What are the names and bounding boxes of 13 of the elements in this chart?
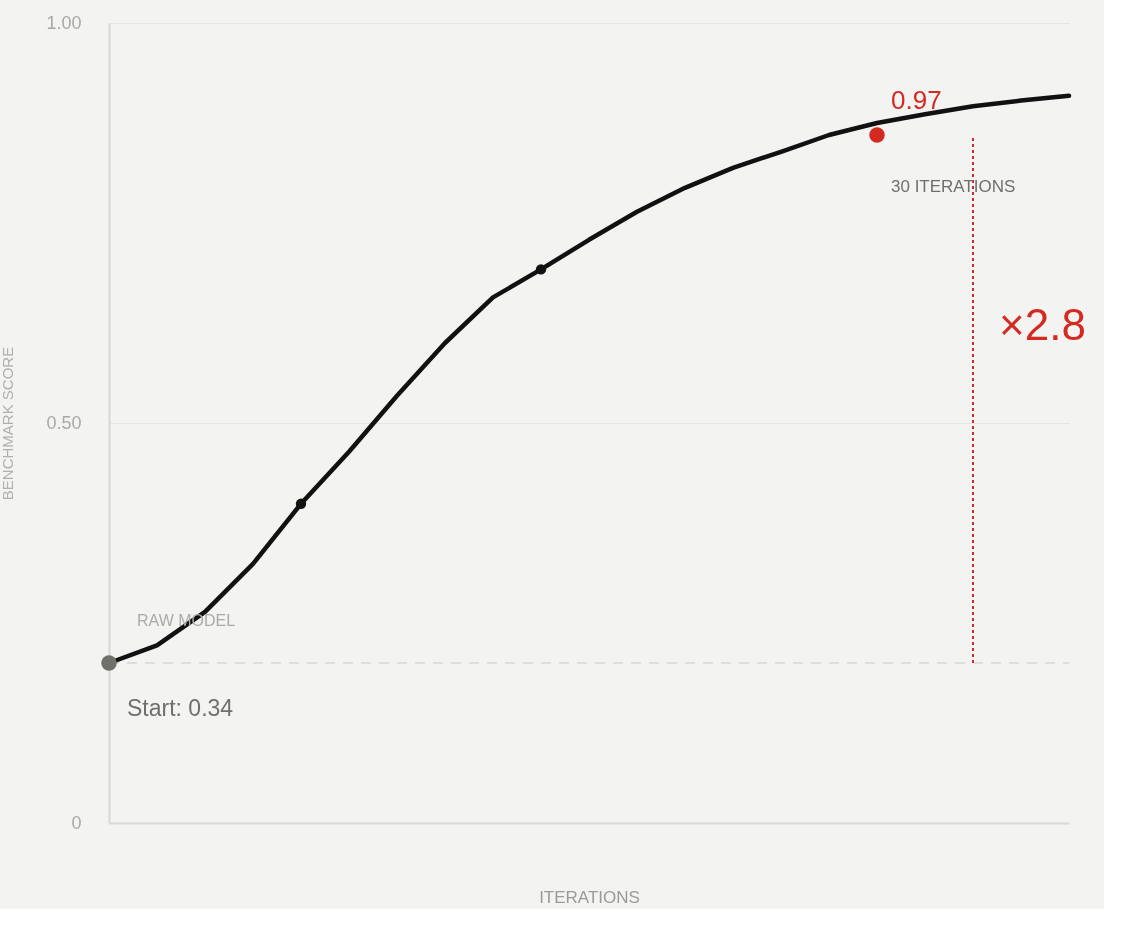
x-axis-title: ITERATIONS (539, 887, 640, 907)
y-axis-title: BENCHMARK SCORE (0, 346, 17, 501)
annotation: Start: 0.34 (127, 695, 234, 721)
annotation: 30 ITERATIONS (891, 177, 1016, 196)
point (295, 498, 307, 509)
y-tick-label: 0 (71, 812, 82, 833)
y-tick-label: 0.50 (46, 412, 82, 433)
point (535, 264, 547, 275)
y-tick-label: 1.00 (46, 12, 82, 33)
point (101, 655, 117, 671)
annotation: 0.97 (891, 85, 942, 115)
annotation: ×2.8 (999, 300, 1086, 349)
point (869, 127, 885, 143)
